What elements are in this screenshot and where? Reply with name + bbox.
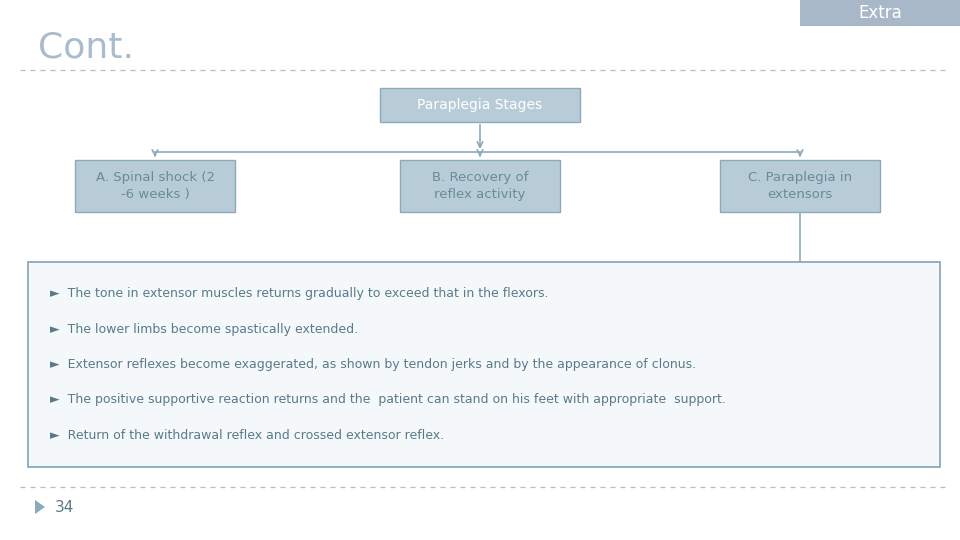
Polygon shape [35,500,45,514]
FancyBboxPatch shape [800,0,960,26]
Text: ►  Return of the withdrawal reflex and crossed extensor reflex.: ► Return of the withdrawal reflex and cr… [50,429,444,442]
Text: B. Recovery of
reflex activity: B. Recovery of reflex activity [432,171,528,201]
FancyBboxPatch shape [75,160,235,212]
FancyBboxPatch shape [28,262,940,467]
FancyBboxPatch shape [380,88,580,122]
Text: ►  Extensor reflexes become exaggerated, as shown by tendon jerks and by the app: ► Extensor reflexes become exaggerated, … [50,358,696,371]
Text: A. Spinal shock (2
-6 weeks ): A. Spinal shock (2 -6 weeks ) [95,171,214,201]
Text: ►  The lower limbs become spastically extended.: ► The lower limbs become spastically ext… [50,322,358,335]
Text: Paraplegia Stages: Paraplegia Stages [418,98,542,112]
Text: Cont.: Cont. [38,31,134,65]
FancyBboxPatch shape [720,160,880,212]
Text: ►  The positive supportive reaction returns and the  patient can stand on his fe: ► The positive supportive reaction retur… [50,394,726,407]
FancyBboxPatch shape [400,160,560,212]
Text: C. Paraplegia in
extensors: C. Paraplegia in extensors [748,171,852,201]
Text: ►  The tone in extensor muscles returns gradually to exceed that in the flexors.: ► The tone in extensor muscles returns g… [50,287,548,300]
Text: Extra: Extra [858,4,901,22]
Text: 34: 34 [55,500,74,515]
